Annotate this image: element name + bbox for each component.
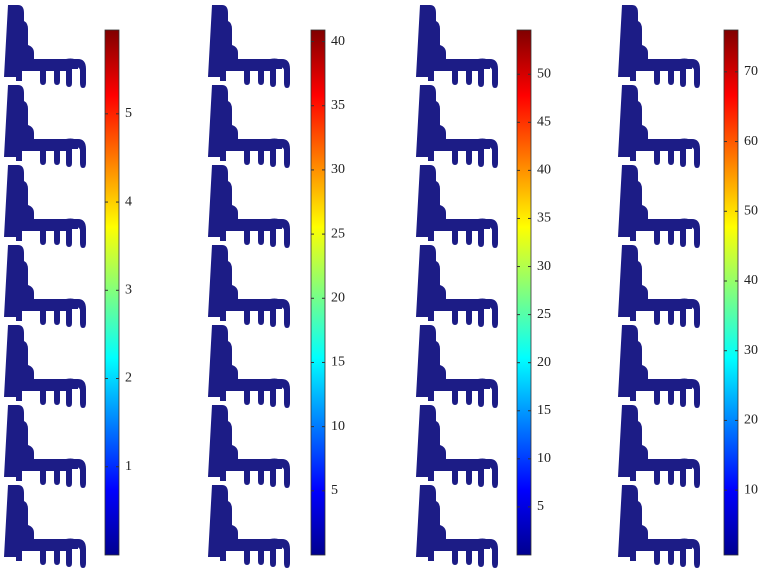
geometry-part [416, 485, 498, 568]
tick-label: 30 [331, 162, 345, 177]
geometry-part [416, 165, 498, 248]
tick-label: 35 [331, 98, 345, 113]
geometry-part [416, 85, 498, 168]
geometry-part [208, 325, 290, 408]
tick-label: 4 [125, 194, 132, 209]
tick-label: 3 [125, 283, 132, 298]
geometry-part [4, 405, 86, 488]
geometry-part [618, 405, 700, 488]
colorbar [104, 29, 120, 556]
tick-label: 10 [537, 451, 551, 466]
tick-label: 50 [537, 66, 551, 81]
geometry-part [4, 245, 86, 328]
tick-label: 10 [744, 482, 758, 497]
geometry-part [618, 165, 700, 248]
tick-label: 20 [537, 355, 551, 370]
tick-label: 10 [331, 419, 345, 434]
tick-label: 15 [537, 403, 551, 418]
colorbar [310, 29, 326, 556]
tick-label: 70 [744, 64, 758, 79]
tick-label: 40 [537, 163, 551, 178]
tick-label: 25 [537, 307, 551, 322]
geometry-part [618, 245, 700, 328]
tick-label: 5 [331, 483, 338, 498]
tick-label: 30 [537, 259, 551, 274]
tick-label: 30 [744, 343, 758, 358]
tick-label: 5 [537, 499, 544, 514]
tick-label: 5 [125, 106, 132, 121]
geometry-part [4, 165, 86, 248]
geometry-part [208, 85, 290, 168]
tick-label: 25 [331, 226, 345, 241]
geometry-part [208, 405, 290, 488]
geometry-part [208, 165, 290, 248]
geometry-part [208, 485, 290, 568]
tick-label: 50 [744, 203, 758, 218]
geometry-part [618, 485, 700, 568]
geometry-part [4, 85, 86, 168]
geometry-part [4, 5, 86, 88]
geometry-part [416, 245, 498, 328]
tick-label: 20 [331, 290, 345, 305]
colorbar [516, 29, 532, 556]
tick-label: 45 [537, 115, 551, 130]
geometry-part [208, 245, 290, 328]
geometry-part [4, 325, 86, 408]
tick-label: 15 [331, 355, 345, 370]
colorbar [723, 29, 739, 556]
tick-label: 2 [125, 371, 132, 386]
geometry-part [208, 5, 290, 88]
geometry-part [618, 5, 700, 88]
tick-label: 35 [537, 211, 551, 226]
geometry-part [4, 485, 86, 568]
geometry-part [618, 325, 700, 408]
tick-label: 40 [744, 273, 758, 288]
geometry-part [416, 325, 498, 408]
tick-label: 60 [744, 134, 758, 149]
tick-label: 20 [744, 413, 758, 428]
tick-label: 40 [331, 34, 345, 49]
geometry-part [618, 85, 700, 168]
geometry-part [416, 5, 498, 88]
geometry-part [416, 405, 498, 488]
tick-label: 1 [125, 459, 132, 474]
